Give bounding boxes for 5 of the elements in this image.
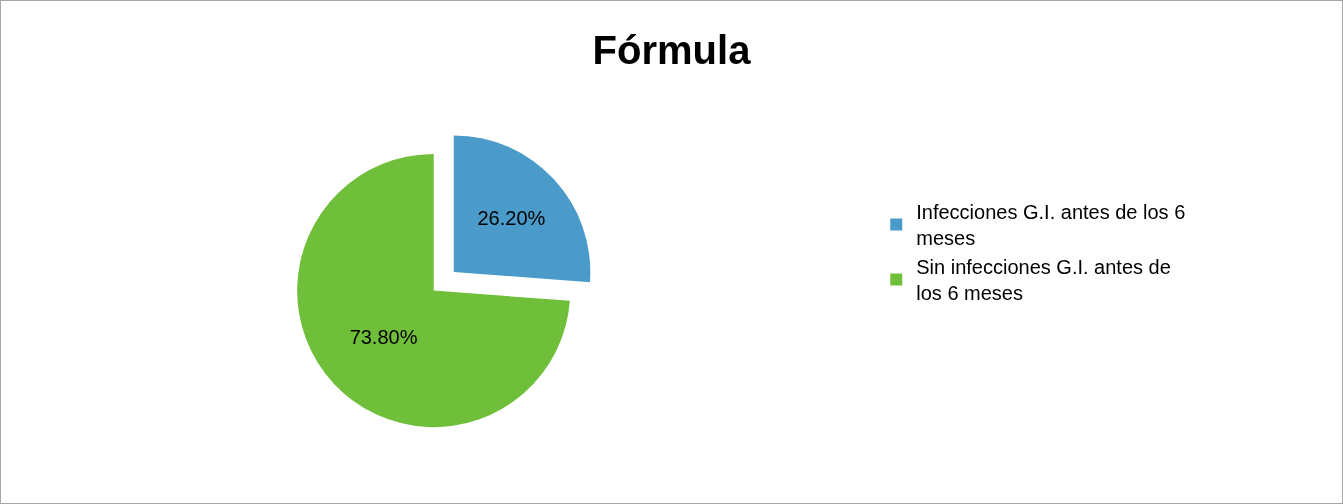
data-label: 26.20% (477, 207, 546, 230)
chart-title: Fórmula (592, 28, 752, 73)
legend-label: Sin infecciones G.I. antes de los 6 meses (916, 256, 1171, 305)
data-label: 73.80% (349, 325, 418, 348)
legend-label: Infecciones G.I. antes de los 6 meses (916, 201, 1186, 250)
